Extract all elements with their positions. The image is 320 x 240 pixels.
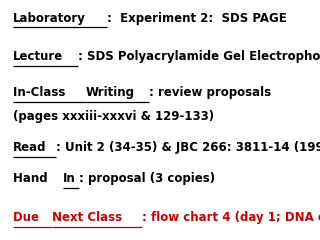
- Text: Writing: Writing: [86, 86, 135, 99]
- Text: Lecture: Lecture: [13, 50, 63, 63]
- Text: Laboratory: Laboratory: [13, 12, 86, 25]
- Text: : SDS Polyacrylamide Gel Electrophoresis: : SDS Polyacrylamide Gel Electrophoresis: [78, 50, 320, 63]
- Text: : Unit 2 (34-35) & JBC 266: 3811-14 (1991): : Unit 2 (34-35) & JBC 266: 3811-14 (199…: [56, 141, 320, 154]
- Text: In: In: [63, 172, 76, 185]
- Text: Hand: Hand: [13, 172, 52, 185]
- Text: Next Class: Next Class: [52, 211, 122, 224]
- Text: : review proposals: : review proposals: [149, 86, 271, 99]
- Text: :  Experiment 2:  SDS PAGE: : Experiment 2: SDS PAGE: [107, 12, 287, 25]
- Text: In-Class: In-Class: [13, 86, 69, 99]
- Text: : flow chart 4 (day 1; DNA extract): : flow chart 4 (day 1; DNA extract): [142, 211, 320, 224]
- Text: (pages xxxiii-xxxvi & 129-133): (pages xxxiii-xxxvi & 129-133): [13, 110, 214, 123]
- Text: Due: Due: [13, 211, 43, 224]
- Text: Read: Read: [13, 141, 46, 154]
- Text: : proposal (3 copies): : proposal (3 copies): [79, 172, 215, 185]
